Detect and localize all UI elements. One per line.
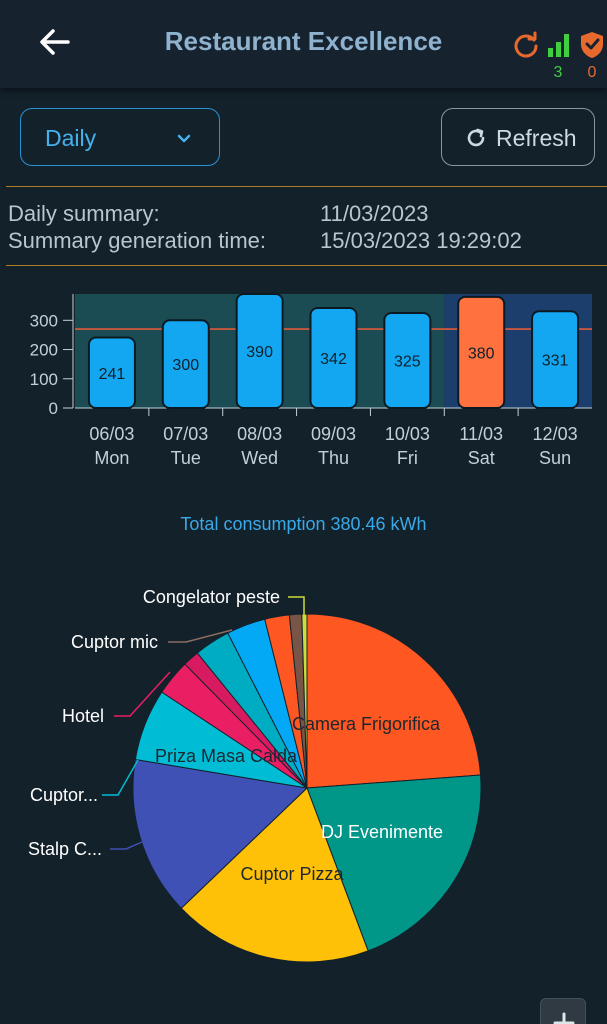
pie-outside-label: Cuptor mic — [71, 632, 158, 652]
bar-data-label: 380 — [468, 345, 495, 362]
pie-slice — [180, 787, 369, 963]
consumption-pie-chart: Camera Frigorifica DJ Evenimente Cuptor Pi… — [28, 587, 482, 963]
bar-data-label: 342 — [320, 351, 347, 368]
pie-slice — [306, 613, 482, 789]
refresh-button[interactable]: Refresh — [441, 108, 595, 166]
period-select-value: Daily — [45, 125, 97, 151]
pie-inside-label: Camera Frigorifica — [292, 714, 441, 734]
x-tick-day: Fri — [397, 448, 418, 468]
refresh-label: Refresh — [496, 125, 577, 151]
y-tick-label: 200 — [30, 341, 58, 360]
bar-data-label: 241 — [99, 366, 126, 383]
pie-outside-label: Hotel — [62, 706, 104, 726]
app-header: Restaurant Excellence 3 0 — [0, 0, 607, 88]
x-tick-day: Sun — [539, 448, 571, 468]
total-consumption: Total consumption 380.46 kWh — [180, 514, 427, 534]
add-button[interactable] — [540, 998, 586, 1024]
shield-alert-icon[interactable] — [579, 30, 605, 60]
divider — [6, 265, 607, 266]
x-tick-date: 12/03 — [533, 424, 578, 444]
pie-leader-line — [114, 671, 171, 717]
x-tick-day: Mon — [94, 448, 129, 468]
period-select[interactable]: Daily — [20, 108, 220, 166]
sync-icon[interactable] — [512, 30, 540, 58]
divider — [6, 186, 607, 187]
bar — [309, 307, 358, 409]
x-tick-date: 08/03 — [237, 424, 282, 444]
x-tick-date: 11/03 — [459, 424, 503, 444]
x-tick-date: 10/03 — [385, 424, 430, 444]
y-tick-label: 100 — [30, 370, 58, 389]
daily-summary-label: Daily summary: — [8, 201, 160, 226]
pie-inside-label: DJ Evenimente — [321, 822, 443, 842]
daily-consumption-bar-chart: 0 100 200 300 241 06/03 Mon 300 07/03 Tue 390 08/03… — [30, 293, 592, 468]
arrow-left-icon[interactable] — [36, 24, 72, 60]
plus-icon — [553, 1012, 575, 1024]
bar — [235, 293, 284, 409]
chevron-down-icon — [177, 134, 191, 143]
pie-inside-label: Priza Masa Calda — [155, 746, 298, 766]
bar-data-label: 331 — [542, 353, 569, 370]
bar — [161, 319, 210, 409]
bar — [87, 336, 136, 409]
generation-time-value: 15/03/2023 19:29:02 — [320, 228, 522, 253]
signal-bars-icon[interactable] — [546, 30, 572, 58]
bar — [457, 295, 506, 409]
generation-time-label: Summary generation time: — [8, 228, 266, 253]
bar — [531, 310, 580, 409]
pie-outside-label: Cuptor... — [30, 785, 98, 805]
daily-summary-value: 11/03/2023 — [320, 201, 429, 226]
y-tick-label: 0 — [49, 399, 58, 418]
refresh-icon — [467, 128, 485, 147]
x-tick-date: 06/03 — [89, 424, 134, 444]
x-tick-date: 07/03 — [163, 424, 208, 444]
bar-data-label: 300 — [172, 357, 199, 374]
pie-leader-line — [288, 596, 305, 615]
pie-leader-line — [102, 759, 139, 796]
bar — [383, 312, 432, 409]
x-tick-date: 09/03 — [311, 424, 356, 444]
x-tick-day: Tue — [171, 448, 201, 468]
x-tick-day: Wed — [241, 448, 278, 468]
x-tick-day: Thu — [318, 448, 349, 468]
bar-data-label: 325 — [394, 354, 421, 371]
x-tick-day: Sat — [468, 448, 495, 468]
pie-leader-line — [168, 629, 233, 643]
pie-slice — [306, 774, 482, 952]
pie-slice — [132, 758, 309, 909]
pie-outside-label: Congelator peste — [143, 587, 280, 607]
y-tick-label: 300 — [30, 311, 58, 330]
page-title: Restaurant Excellence — [164, 26, 443, 56]
pie-inside-label: Cuptor Pizza — [240, 864, 344, 884]
bar-data-label: 390 — [246, 344, 273, 361]
pie-outside-label: Stalp C... — [28, 839, 102, 859]
pie-leader-line — [110, 841, 143, 850]
